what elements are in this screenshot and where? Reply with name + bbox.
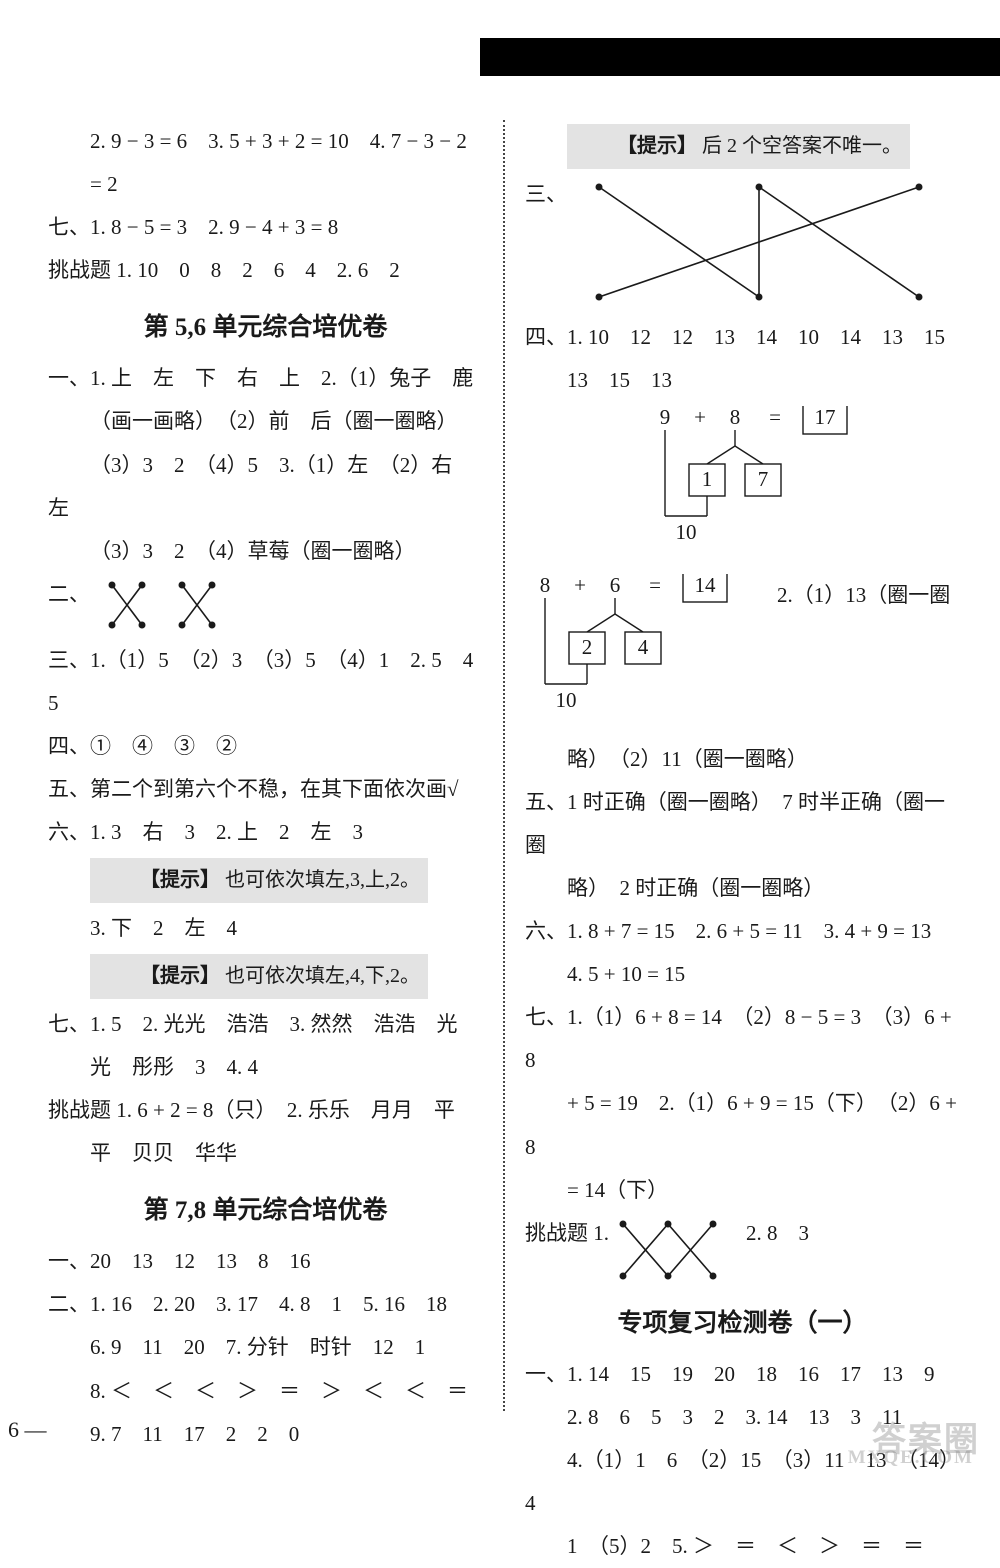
text: （3）3 2 （4）5 3.（1）左 （2）右 左 xyxy=(48,444,483,530)
section-title: 第 7,8 单元综合培优卷 xyxy=(48,1185,483,1236)
hint-label: 【提示】 xyxy=(140,869,220,891)
text: 略） 2 时正确（圈一圈略） xyxy=(525,867,960,910)
hint-text: 后 2 个空答案不唯一。 xyxy=(702,135,902,157)
text: 挑战题 1. 10 0 8 2 6 4 2. 6 2 xyxy=(48,249,483,292)
text: 七、1.（1）6 + 8 = 14 （2）8 − 5 = 3 （3）6 + 8 xyxy=(525,996,960,1082)
text: 2. 8 3 xyxy=(746,1212,809,1255)
split-diagram-2: 8 +6 = 14 2 4 10 xyxy=(525,574,765,734)
text: = 14（下） xyxy=(525,1169,960,1212)
text: 一、1. 14 15 19 20 18 16 17 13 9 xyxy=(525,1353,960,1396)
text: 平 贝贝 华华 xyxy=(48,1132,483,1175)
text: 9. 7 11 17 2 2 0 xyxy=(48,1413,483,1456)
text: 三、1.（1）5 （2）3 （3）5 （4）1 2. 5 4 5 xyxy=(48,639,483,725)
text: 七、1. 8 − 5 = 3 2. 9 − 4 + 3 = 8 xyxy=(48,206,483,249)
text: 一、20 13 12 13 8 16 xyxy=(48,1240,483,1283)
svg-text:4: 4 xyxy=(638,635,649,659)
text: （3）3 2 （4）草莓（圈一圈略） xyxy=(48,530,483,573)
text: 六、1. 8 + 7 = 15 2. 6 + 5 = 11 3. 4 + 9 =… xyxy=(525,910,960,953)
hint-label: 【提示】 xyxy=(140,965,220,987)
svg-text:10: 10 xyxy=(556,688,577,712)
svg-text:6: 6 xyxy=(610,574,621,597)
text: 1 （5）2 5. ＞ ＝ ＜ ＞ ＝ ＝ xyxy=(525,1525,960,1568)
section-label: 二、 xyxy=(48,573,90,616)
column-divider xyxy=(503,120,505,1411)
text: 8. ＜ ＜ ＜ ＞ ＝ ＞ ＜ ＜ ＝ xyxy=(48,1370,483,1413)
svg-text:7: 7 xyxy=(758,467,769,491)
text: + 5 = 19 2.（1）6 + 9 = 15（下） （2）6 + 8 xyxy=(525,1082,960,1168)
hint-text: 也可依次填左,3,上,2。 xyxy=(225,869,420,891)
svg-text:1: 1 xyxy=(702,467,713,491)
right-column: 【提示】 后 2 个空答案不唯一。 三、 四、1. 10 12 12 13 14… xyxy=(507,120,960,1411)
text: 四、1. 10 12 12 13 14 10 14 13 15 xyxy=(525,316,960,359)
text: 光 彤彤 3 4. 4 xyxy=(48,1046,483,1089)
hint-box: 【提示】 也可依次填左,4,下,2。 xyxy=(90,954,428,999)
svg-text:=: = xyxy=(769,406,781,429)
hint-text: 也可依次填左,4,下,2。 xyxy=(225,965,420,987)
page-number: 6 — xyxy=(8,1417,47,1443)
svg-text:+: + xyxy=(694,406,706,429)
text: 六、1. 3 右 3 2. 上 2 左 3 xyxy=(48,811,483,854)
left-column: 2. 9 − 3 = 6 3. 5 + 3 + 2 = 10 4. 7 − 3 … xyxy=(48,120,501,1411)
cross-diagram-3 xyxy=(579,177,939,312)
text: 二、1. 16 2. 20 3. 17 4. 8 1 5. 16 18 xyxy=(48,1283,483,1326)
cross-diagram-4 xyxy=(613,1216,728,1284)
text: 一、1. 上 左 下 右 上 2.（1）兔子 鹿 xyxy=(48,357,483,400)
text: 五、1 时正确（圈一圈略） 7 时半正确（圈一圈 xyxy=(525,781,960,867)
text: 2. 9 − 3 = 6 3. 5 + 3 + 2 = 10 4. 7 − 3 … xyxy=(48,120,483,163)
section-title: 第 5,6 单元综合培优卷 xyxy=(48,302,483,353)
svg-text:9: 9 xyxy=(660,406,671,429)
hint-box: 【提示】 后 2 个空答案不唯一。 xyxy=(567,124,910,169)
text: 6. 9 11 20 7. 分针 时针 12 1 xyxy=(48,1326,483,1369)
text: 四、① ④ ③ ② xyxy=(48,725,483,768)
text: 4. 5 + 10 = 15 xyxy=(525,953,960,996)
cross-diagram-2 xyxy=(102,577,232,635)
text: 五、第二个到第六个不稳，在其下面依次画√ xyxy=(48,768,483,811)
split-diagram-1: 9+8=171710 xyxy=(645,406,960,566)
text: 13 15 13 xyxy=(525,359,960,402)
section-label: 三、 xyxy=(525,173,567,216)
section-title: 专项复习检测卷（一） xyxy=(525,1298,960,1349)
text: 挑战题 1. xyxy=(525,1212,609,1255)
text: 挑战题 1. 6 + 2 = 8（只） 2. 乐乐 月月 平 xyxy=(48,1089,483,1132)
hint-box: 【提示】 也可依次填左,3,上,2。 xyxy=(90,858,428,903)
text: 2.（1）13（圈一圈 xyxy=(777,574,950,617)
header-black-bar xyxy=(480,38,1000,76)
text: 七、1. 5 2. 光光 浩浩 3. 然然 浩浩 光 xyxy=(48,1003,483,1046)
svg-text:2: 2 xyxy=(582,635,593,659)
page-body: 2. 9 − 3 = 6 3. 5 + 3 + 2 = 10 4. 7 − 3 … xyxy=(48,120,960,1411)
svg-text:14: 14 xyxy=(695,574,717,597)
watermark-url: MXQE.COM xyxy=(848,1447,974,1469)
svg-text:10: 10 xyxy=(676,520,697,544)
text: = 2 xyxy=(48,163,483,206)
text: 3. 下 2 左 4 xyxy=(48,907,483,950)
text: （画一画略） （2）前 后（圈一圈略） xyxy=(48,400,483,443)
svg-text:+: + xyxy=(574,574,586,597)
svg-text:=: = xyxy=(649,574,661,597)
svg-text:8: 8 xyxy=(540,574,551,597)
svg-text:17: 17 xyxy=(815,406,836,429)
text: 略） （2）11（圈一圈略） xyxy=(525,738,960,781)
svg-text:8: 8 xyxy=(730,406,741,429)
hint-label: 【提示】 xyxy=(617,135,697,157)
